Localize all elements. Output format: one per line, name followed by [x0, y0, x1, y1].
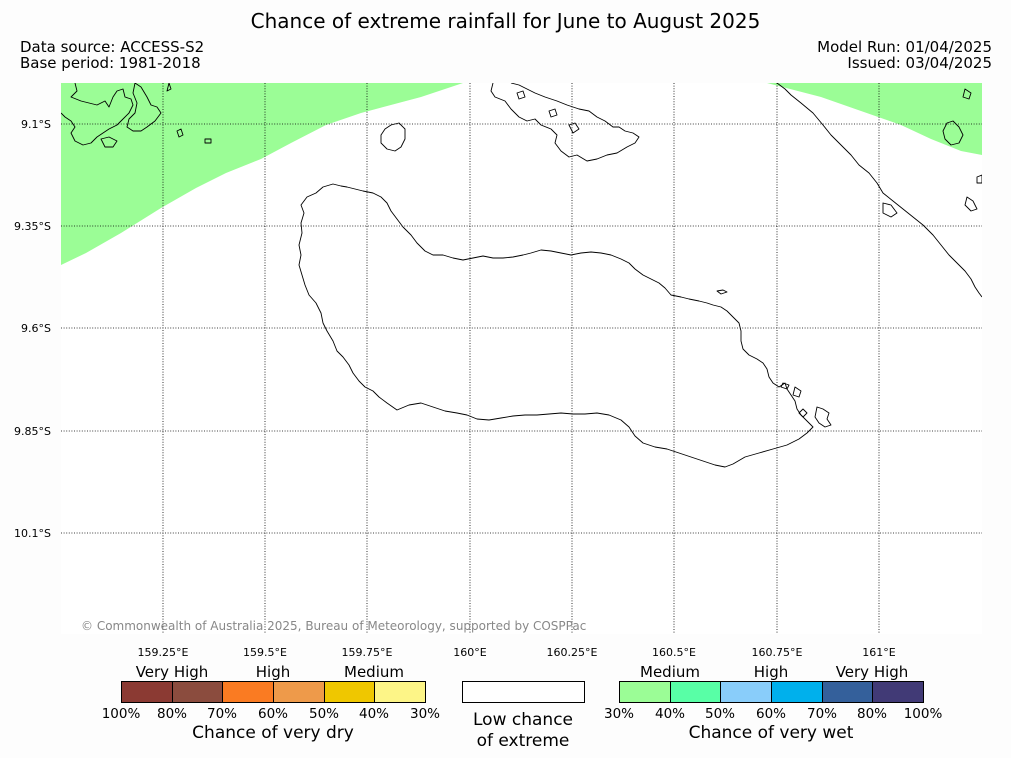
low-caption-line-2: of extreme — [476, 731, 570, 751]
wet-swatch-3 — [772, 682, 823, 702]
dry-tick-3: 60% — [257, 706, 289, 722]
dry-category-very-high: Very High — [135, 663, 209, 681]
dry-tick-5: 40% — [358, 706, 390, 722]
wet-swatch-5 — [873, 682, 924, 702]
lat-label-1: 9.35°S — [14, 220, 51, 233]
wet-tick-0: 30% — [603, 706, 635, 722]
dry-caption: Chance of very dry — [192, 723, 354, 743]
wet-tick-3: 60% — [755, 706, 787, 722]
dry-tick-4: 50% — [308, 706, 340, 722]
dry-swatch-0 — [122, 682, 173, 702]
dry-tick-0: 100% — [101, 706, 141, 722]
wet-swatch-1 — [670, 682, 722, 702]
lon-label-6: 160.75°E — [751, 646, 803, 659]
wet-caption: Chance of very wet — [688, 723, 854, 743]
run-info: Model Run: 01/04/2025 Issued: 03/04/2025 — [817, 39, 992, 71]
wet-swatch-0 — [620, 682, 671, 702]
wet-tick-2: 50% — [704, 706, 736, 722]
eastern-islets — [780, 382, 832, 428]
coastlines — [60, 82, 983, 468]
lat-label-2: 9.6°S — [21, 322, 51, 335]
wet-tick-4: 70% — [806, 706, 838, 722]
wet-swatch-4 — [822, 682, 874, 702]
low-chance-box — [462, 681, 585, 703]
low-swatch — [463, 682, 584, 702]
dry-tick-1: 80% — [156, 706, 188, 722]
north-east-coastline — [776, 82, 983, 298]
lon-label-7: 161°E — [862, 646, 896, 659]
north-west-islands — [60, 82, 134, 146]
issued-text: Issued: 03/04/2025 — [847, 54, 992, 72]
dry-swatch-1 — [172, 682, 224, 702]
lon-label-5: 160.5°E — [652, 646, 696, 659]
north-west-islets — [100, 82, 212, 148]
copyright-notice: © Commonwealth of Australia 2025, Bureau… — [81, 619, 587, 633]
shading-wet-north-west — [61, 83, 463, 265]
wet-category-high: High — [753, 663, 789, 681]
dry-category-medium: Medium — [344, 663, 404, 681]
low-chance-caption: Low chance of extreme — [473, 710, 573, 752]
dry-category-high: High — [255, 663, 291, 681]
lat-label-4: 10.1°S — [14, 527, 51, 540]
dry-swatch-4 — [324, 682, 376, 702]
wet-tick-5: 80% — [856, 706, 888, 722]
lon-label-1: 159.5°E — [243, 646, 287, 659]
rock-islet — [716, 289, 728, 295]
wet-category-very-high: Very High — [835, 663, 909, 681]
dry-tick-2: 70% — [206, 706, 238, 722]
wet-tick-1: 40% — [654, 706, 686, 722]
wet-colorbar — [619, 681, 924, 703]
lon-label-4: 160.25°E — [546, 646, 598, 659]
lat-label-0: 9.1°S — [21, 118, 51, 131]
wet-category-medium: Medium — [640, 663, 700, 681]
low-caption-line-1: Low chance — [473, 710, 573, 730]
dry-tick-6: 30% — [409, 706, 441, 722]
base-period-text: Base period: 1981-2018 — [20, 54, 201, 72]
map-canvas — [60, 82, 983, 634]
lon-label-0: 159.25°E — [137, 646, 189, 659]
model-run-text: Model Run: 01/04/2025 — [817, 38, 992, 56]
dry-swatch-5 — [375, 682, 426, 702]
wet-tick-6: 100% — [903, 706, 943, 722]
main-island-outline — [298, 183, 814, 468]
dry-colorbar — [121, 681, 426, 703]
data-source-text: Data source: ACCESS-S2 — [20, 38, 205, 56]
lat-label-3: 9.85°S — [14, 425, 51, 438]
lon-label-2: 159.75°E — [341, 646, 393, 659]
shading-wet-north-east — [767, 83, 982, 155]
graticule — [61, 83, 982, 634]
wet-swatch-2 — [721, 682, 773, 702]
map-panel[interactable] — [60, 82, 983, 634]
lon-label-3: 160°E — [453, 646, 487, 659]
north-central-islets — [516, 90, 580, 134]
small-northern-island — [380, 122, 406, 152]
north-east-islets — [882, 88, 983, 218]
source-info: Data source: ACCESS-S2 Base period: 1981… — [20, 39, 204, 71]
dry-swatch-3 — [274, 682, 325, 702]
map-title: Chance of extreme rainfall for June to A… — [250, 9, 761, 33]
north-central-islands — [490, 82, 640, 162]
dry-swatch-2 — [223, 682, 275, 702]
